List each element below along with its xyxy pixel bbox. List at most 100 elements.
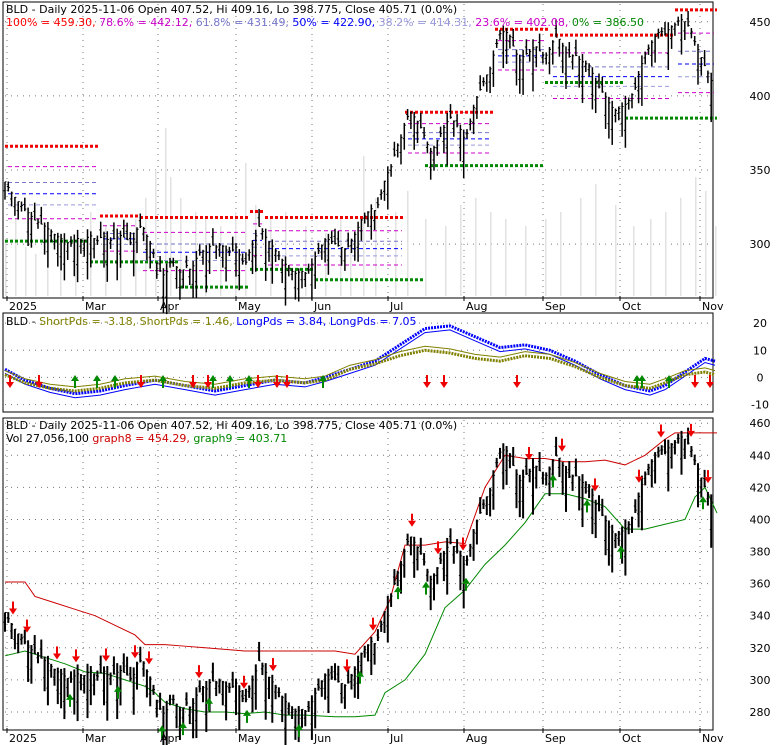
signal-up-arrow	[583, 499, 591, 506]
price-x-ticks: 2025 Mar Apr May Jun Jul Aug Sep Oct Nov	[6, 296, 724, 313]
signal-y-tick: 340	[750, 610, 771, 623]
volume-bar	[560, 212, 562, 296]
signal-down-arrow	[657, 431, 665, 438]
volume-bar	[490, 212, 492, 296]
volume-bar	[665, 212, 667, 296]
oscillator-down-arrow	[273, 382, 281, 388]
signal-down-arrow	[53, 653, 61, 660]
oscillator-panel: 20 10 0 -10 BLD - ShortPds = -3.18, ShortPd…	[2, 312, 769, 413]
x-tick-label: Aug	[466, 732, 487, 745]
graph8-line	[5, 432, 717, 655]
oscillator-up-arrow	[638, 375, 646, 381]
price-panel: 450 400 350 300 2025 Mar Apr May Jun Jul Aug Sep Oc…	[2, 1, 771, 315]
signal-up-arrow	[699, 496, 707, 503]
signal-down-arrow	[23, 626, 31, 633]
signal-down-arrow	[525, 453, 533, 460]
x-tick-label: Apr	[160, 732, 180, 745]
price-y-tick: 350	[750, 164, 771, 177]
price-y-tick: 450	[750, 16, 771, 29]
oscillator-down-arrow	[189, 382, 197, 388]
signal-down-arrow	[9, 608, 17, 615]
oscillator-up-arrow	[209, 375, 217, 381]
volume-bars	[5, 128, 717, 296]
x-tick-label: Mar	[85, 732, 106, 745]
volume-bar	[650, 219, 652, 296]
volume-bar	[155, 170, 157, 296]
volume-bar	[705, 191, 707, 296]
x-tick-label: Jun	[313, 300, 331, 313]
volume-bar	[525, 226, 527, 296]
oscillator-up-arrow	[71, 375, 79, 381]
signal-y-tick: 380	[750, 546, 771, 559]
volume-bar	[245, 163, 247, 296]
volume-bar	[505, 219, 507, 296]
x-tick-label: Sep	[545, 300, 566, 313]
oscillator-legend-ticker: BLD -	[6, 315, 39, 328]
oscillator-up-arrow	[665, 375, 673, 381]
signal-y-tick: 440	[750, 449, 771, 462]
oscillator-down-arrow	[35, 382, 43, 388]
x-tick-label: Jul	[389, 732, 403, 745]
signal-y-ticks: 460 440 420 400 380 360 340 320 300 280	[750, 417, 771, 719]
signal-down-arrow	[240, 682, 248, 689]
signal-down-arrow	[591, 485, 599, 492]
price-y-tick: 300	[750, 238, 771, 251]
signal-y-tick: 360	[750, 578, 771, 591]
oscillator-legend: BLD - ShortPds = -3.18, ShortPds = 1.46,…	[6, 315, 417, 328]
signal-up-arrow	[356, 670, 364, 677]
volume-bar	[285, 212, 287, 296]
oscillator-y-ticks: 20 10 0 -10	[751, 317, 769, 411]
volume-bar	[580, 198, 582, 296]
signal-down-arrow	[369, 624, 377, 631]
oscillator-down-arrow	[283, 382, 291, 388]
oscillator-up-arrow	[245, 375, 253, 381]
volume-bar	[35, 254, 37, 296]
price-panel-frame	[2, 1, 714, 299]
oscillator-down-arrow	[706, 382, 714, 388]
x-tick-label: 2025	[9, 300, 37, 313]
signal-down-arrow	[408, 520, 416, 527]
oscillator-up-arrow	[226, 375, 234, 381]
signal-down-arrow	[434, 548, 442, 555]
signal-up-arrow	[66, 693, 74, 700]
oscillator-up-arrow	[319, 375, 327, 381]
oscillator-series-thin-0	[4, 329, 716, 399]
signal-up-arrow	[114, 685, 122, 692]
signal-panel: 460 440 420 400 380 360 340 320 300 280 2025 Mar Ap…	[2, 417, 771, 745]
volume-bar	[75, 242, 77, 296]
x-tick-label: Sep	[545, 732, 566, 745]
signal-up-arrow	[179, 722, 187, 729]
volume-bar	[407, 191, 409, 296]
oscillator-up-arrow	[159, 375, 167, 381]
volume-bar	[270, 219, 272, 296]
oscillator-legend-item-2: LongPds = 3.84,	[233, 315, 327, 328]
oscillator-down-arrow	[137, 382, 145, 388]
fib-legend-item-4: 38.2% = 414.31,	[375, 16, 472, 29]
oscillator-down-arrow	[440, 382, 448, 388]
signal-price-bars	[3, 427, 713, 745]
signal-down-arrow	[195, 672, 203, 679]
volume-bar	[375, 198, 377, 296]
signal-legend-item-1: graph8 = 454.29,	[89, 432, 190, 445]
oscillator-series-0	[4, 324, 716, 396]
signal-down-arrow	[131, 652, 139, 659]
signal-up-arrow	[205, 697, 213, 704]
x-tick-label: Mar	[85, 300, 106, 313]
oscillator-y-tick: -10	[751, 399, 769, 412]
signal-up-arrow	[158, 725, 166, 732]
x-tick-label: Nov	[702, 300, 724, 313]
signal-up-arrow	[295, 724, 303, 731]
signal-down-arrow	[704, 477, 712, 484]
volume-bar	[615, 205, 617, 296]
oscillator-down-arrow	[691, 382, 699, 388]
price-y-tick: 400	[750, 90, 771, 103]
x-tick-label: Oct	[622, 732, 642, 745]
signal-up-arrow	[462, 577, 470, 584]
fib-legend-item-3: 50% = 422.90,	[289, 16, 375, 29]
volume-bar	[695, 177, 697, 296]
volume-bar	[425, 219, 427, 296]
volume-bar	[220, 226, 222, 296]
volume-bar	[170, 177, 172, 296]
oscillator-down-arrow	[423, 382, 431, 388]
price-bars	[3, 11, 713, 315]
